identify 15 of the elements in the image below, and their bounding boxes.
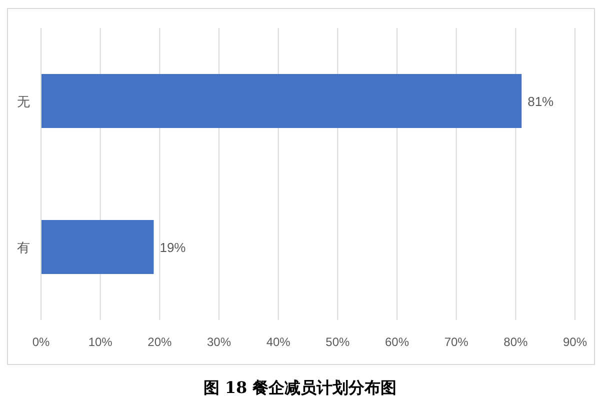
x-tick-label: 20% — [148, 335, 172, 349]
x-tick-label: 70% — [444, 335, 469, 349]
x-tick-label: 30% — [206, 335, 232, 349]
x-tick-label: 90% — [562, 335, 588, 349]
x-tick-label: 80% — [504, 335, 528, 349]
data-label: 19% — [160, 240, 186, 255]
x-tick-label: 60% — [384, 335, 410, 349]
data-label: 81% — [528, 94, 554, 109]
y-tick-label: 有 — [17, 240, 30, 255]
x-tick-label: 40% — [266, 335, 291, 349]
text: 图 18 餐企减员计划分布图 — [203, 378, 397, 397]
x-tick-label: 10% — [88, 335, 113, 349]
y-tick-label: 无 — [17, 94, 30, 109]
x-tick-label: 0% — [32, 335, 50, 349]
x-tick-label: 50% — [326, 335, 350, 349]
